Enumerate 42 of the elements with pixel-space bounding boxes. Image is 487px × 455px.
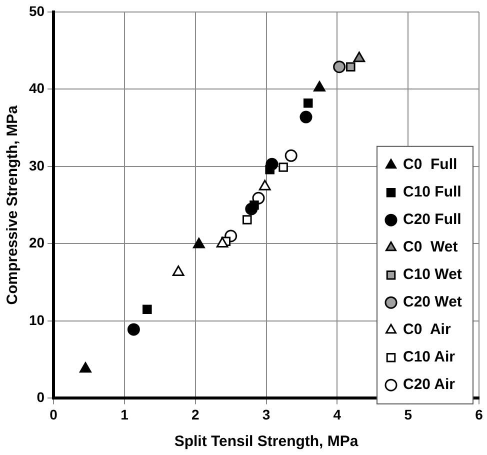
point [265,164,274,174]
point [303,98,313,108]
point [258,180,271,190]
point [242,215,252,224]
y-tick-label: 40 [28,80,45,96]
point [142,304,152,314]
point [353,52,366,62]
y-tick-label: 10 [28,312,45,328]
x-tick-label: 1 [120,406,129,422]
point [250,200,259,210]
legend-label: C20 Full [403,211,462,228]
legend-label: C0 Wet [403,238,458,256]
x-axis-title: Split Tensil Strength, MPa [174,433,359,450]
legend-label: C10 Full [403,184,462,201]
point [346,62,356,72]
legend-label: C0 Air [403,321,451,338]
legend-label: C20 Wet [403,294,462,311]
point [333,60,346,74]
y-tick-label: 20 [28,234,45,251]
point [172,266,184,276]
point [314,80,326,92]
legend-label: C10 Wet [403,266,462,284]
point [284,149,298,162]
point [192,238,205,248]
point [278,162,288,172]
x-tick-label: 0 [50,406,58,422]
y-tick-label: 50 [28,2,45,19]
legend-label: C0 Full [403,156,458,174]
legend-label: C20 Air [403,376,456,394]
x-tick-label: 4 [333,406,342,422]
point [80,362,92,373]
point [216,236,228,248]
x-tick-label: 3 [262,406,270,422]
x-tick-label: 6 [475,406,484,422]
y-tick-label: 30 [28,157,45,174]
y-tick-label: 0 [36,389,45,406]
point [300,110,312,124]
legend-label: C10 Air [403,348,456,366]
x-tick-label: 5 [404,406,412,422]
x-tick-label: 2 [191,406,200,422]
y-axis-title: Compressive Strength, MPa [4,104,22,305]
point [127,323,140,336]
